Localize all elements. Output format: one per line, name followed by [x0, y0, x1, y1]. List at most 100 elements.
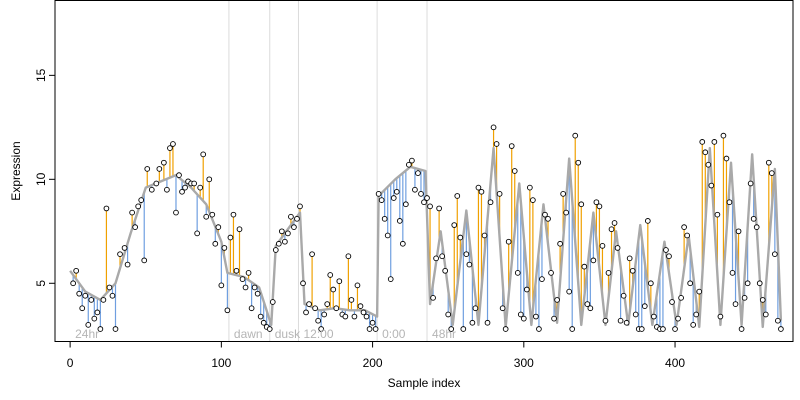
observed-point [167, 145, 173, 151]
x-tick-label: 100 [211, 356, 231, 370]
observed-point [312, 305, 318, 312]
x-axis-title: Sample index [388, 376, 461, 390]
plot-frame [54, 0, 794, 342]
observed-point [170, 141, 176, 147]
observed-point [194, 230, 201, 237]
observed-point [502, 326, 509, 332]
observed-point [475, 184, 482, 191]
observed-point [156, 166, 163, 172]
region-label: dawn [234, 327, 263, 341]
observed-point [747, 180, 754, 187]
observed-point [336, 278, 343, 285]
observed-point [675, 315, 681, 322]
observed-point [321, 311, 328, 318]
observed-point [421, 199, 427, 206]
observed-point [291, 224, 297, 230]
observed-point [141, 257, 148, 264]
observed-point [445, 311, 452, 318]
observed-point [215, 224, 222, 230]
observed-point [260, 319, 267, 326]
observed-point [626, 255, 633, 262]
observed-point [690, 322, 697, 328]
observed-point [94, 309, 101, 316]
observed-point [333, 305, 340, 312]
observed-point [735, 228, 742, 235]
observed-point [496, 191, 503, 197]
observed-point [551, 315, 557, 322]
observed-point [729, 270, 736, 276]
observed-point [330, 286, 337, 293]
observed-point [272, 247, 279, 253]
observed-point [212, 240, 219, 247]
observed-point [442, 267, 449, 274]
observed-point [433, 255, 439, 262]
observed-point [91, 315, 98, 322]
observed-point [514, 270, 521, 276]
observed-point [717, 313, 724, 320]
y-tick-label: 10 [34, 172, 48, 186]
observed-point [351, 313, 358, 320]
observed-point [161, 159, 167, 166]
y-tick-label: 15 [34, 68, 48, 82]
observed-point [403, 201, 409, 208]
observed-point [611, 220, 618, 226]
observed-point [288, 213, 294, 220]
observed-point [687, 280, 694, 287]
observed-point [266, 326, 273, 332]
observed-point [85, 322, 92, 328]
observed-point [375, 191, 382, 197]
observed-point [566, 288, 573, 295]
observed-point [523, 286, 530, 293]
observed-point [318, 326, 325, 332]
region-label: dusk [275, 327, 301, 341]
observed-point [584, 301, 591, 307]
observed-point [242, 284, 249, 291]
observed-point [536, 326, 542, 332]
observed-point [693, 311, 700, 318]
observed-point [520, 315, 527, 322]
observed-point [144, 166, 151, 172]
region-dividers [228, 0, 428, 342]
observed-point [554, 297, 560, 303]
observed-point [224, 307, 231, 314]
observed-point [278, 228, 285, 235]
observed-point [472, 305, 479, 312]
observed-point [372, 326, 379, 332]
observed-point [533, 313, 539, 320]
observed-point [530, 197, 536, 203]
observed-point [378, 197, 385, 203]
y-axis-title: Expression [9, 141, 23, 200]
observed-point [148, 186, 155, 193]
observed-point [117, 251, 123, 258]
y-axis: 5 10 15 [34, 68, 55, 287]
observed-point [135, 203, 142, 210]
observed-point [490, 124, 497, 131]
observed-point [711, 139, 718, 145]
observed-point [641, 303, 648, 310]
observed-point [575, 159, 582, 166]
observed-point [756, 280, 763, 287]
observed-point [112, 326, 119, 332]
observed-point [206, 176, 213, 183]
observed-point [599, 243, 606, 249]
observed-point [138, 197, 145, 203]
observed-point [663, 247, 669, 253]
observed-point [696, 288, 703, 295]
observed-point [608, 226, 615, 233]
observed-point [132, 224, 139, 230]
observed-point [309, 251, 315, 258]
observed-point [251, 284, 258, 291]
observed-point [581, 263, 588, 270]
observed-point [454, 193, 461, 199]
observed-point [768, 170, 775, 176]
observed-point [390, 195, 397, 201]
observed-point [620, 292, 627, 299]
observed-point [254, 290, 261, 297]
observed-point [672, 326, 678, 332]
observed-point [741, 294, 748, 301]
observed-point [218, 282, 225, 289]
x-tick-label: 0 [67, 356, 74, 370]
region-label: 48hr [432, 327, 456, 341]
observed-point [348, 297, 355, 303]
observed-point [638, 326, 645, 332]
